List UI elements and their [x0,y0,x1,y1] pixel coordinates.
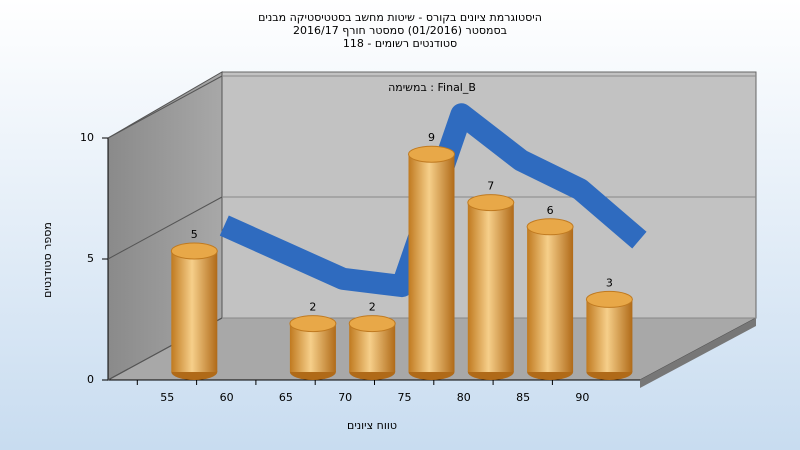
x-tick-label: 55 [160,391,174,404]
annotation: במשימה : Final_B [388,81,476,94]
bar [171,251,218,372]
y-tick-label: 5 [87,252,94,265]
value-label: 7 [487,180,494,193]
chart-title: היסטוגרמת ציונים בקורס - שיטות מחשב בסטט… [258,11,542,24]
grid-line [107,196,223,260]
value-label: 5 [191,228,198,241]
grid-line [107,75,223,139]
bar-top [348,315,396,333]
value-label: 6 [547,204,554,217]
x-tick-label: 80 [457,391,471,404]
chart-title: סטודנטים רשומים - 118 [343,37,457,50]
bar [527,226,574,372]
bar-top [526,218,574,236]
bar [467,202,514,372]
value-label: 3 [606,276,613,289]
x-axis-label: טווח ציונים [347,419,397,432]
x-tick-label: 60 [220,391,234,404]
value-label: 2 [309,301,316,314]
chart-title: בסמסטר (01/2016) סמסטר חורף 2016/17 [293,24,507,37]
bar-top [467,194,515,212]
x-tick-label: 90 [575,391,589,404]
y-axis-label: מספר סטודנטים [41,222,54,298]
x-tick-label: 75 [398,391,412,404]
value-label: 2 [369,301,376,314]
x-tick-label: 70 [338,391,352,404]
x-tick-label: 65 [279,391,293,404]
bar-top [170,242,218,260]
bar-top [408,145,455,163]
bar-top [585,290,633,308]
bar [586,299,633,372]
bar-top [289,315,337,333]
y-tick-label: 10 [80,131,94,144]
value-label: 9 [428,131,435,144]
floor-edge [640,318,756,388]
y-tick-label: 0 [87,373,94,386]
bar [408,154,455,372]
x-tick-label: 85 [516,391,530,404]
